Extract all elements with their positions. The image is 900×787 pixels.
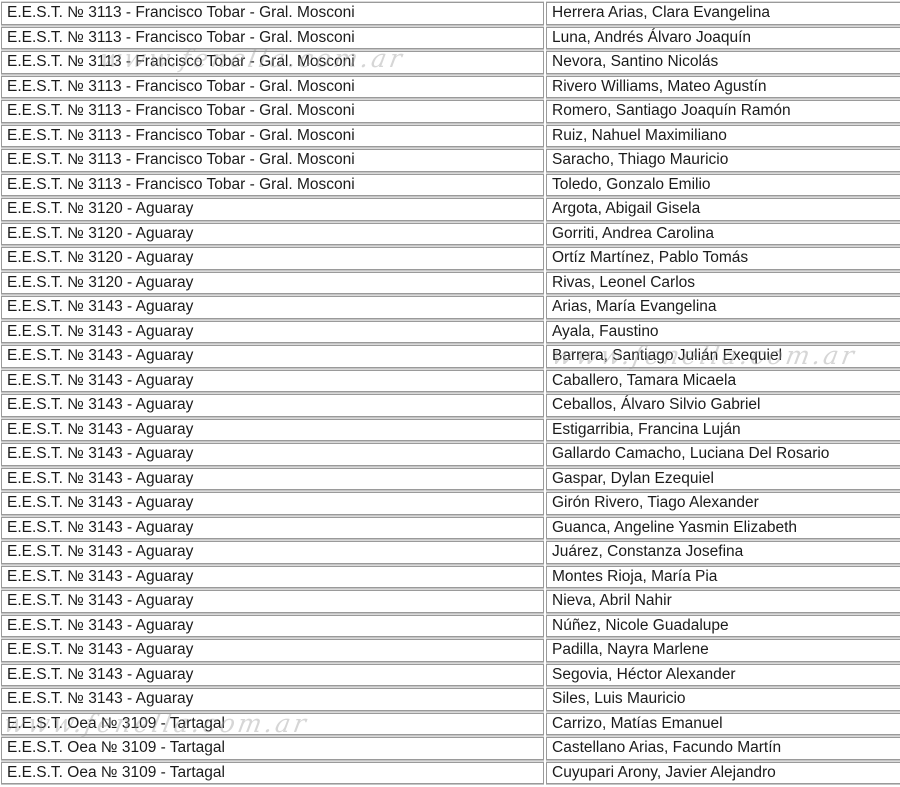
school-cell: E.E.S.T. № 3120 - Aguaray: [1, 198, 544, 221]
table-row: E.E.S.T. № 3143 - Aguaray Girón Rivero, …: [1, 492, 900, 515]
table-row: E.E.S.T. № 3143 - Aguaray Padilla, Nayra…: [1, 639, 900, 662]
table-row: E.E.S.T. Oea № 3109 - Tartagal Cuyupari …: [1, 761, 900, 784]
table-row: E.E.S.T. № 3143 - Aguaray Arias, María E…: [1, 296, 900, 319]
table-row: E.E.S.T. № 3113 - Francisco Tobar - Gral…: [1, 75, 900, 98]
student-cell: Luna, Andrés Álvaro Joaquín: [546, 26, 900, 49]
school-cell: E.E.S.T. № 3143 - Aguaray: [1, 565, 544, 588]
table-row: E.E.S.T. № 3113 - Francisco Tobar - Gral…: [1, 51, 900, 74]
table-row: E.E.S.T. № 3113 - Francisco Tobar - Gral…: [1, 100, 900, 123]
table-row: E.E.S.T. Oea № 3109 - Tartagal Carrizo, …: [1, 712, 900, 735]
table-row: E.E.S.T. № 3120 - Aguaray Rivas, Leonel …: [1, 271, 900, 294]
student-cell: Guanca, Angeline Yasmin Elizabeth: [546, 516, 900, 539]
student-cell: Ruiz, Nahuel Maximiliano: [546, 124, 900, 147]
school-cell: E.E.S.T. Oea № 3109 - Tartagal: [1, 712, 544, 735]
school-cell: E.E.S.T. № 3113 - Francisco Tobar - Gral…: [1, 26, 544, 49]
table-row: E.E.S.T. № 3143 - Aguaray Gallardo Camac…: [1, 443, 900, 466]
student-cell: Castellano Arias, Facundo Martín: [546, 737, 900, 760]
table-row: E.E.S.T. № 3143 - Aguaray Ceballos, Álva…: [1, 394, 900, 417]
student-cell: Argota, Abigail Gisela: [546, 198, 900, 221]
student-cell: Saracho, Thiago Mauricio: [546, 149, 900, 172]
table-row: E.E.S.T. № 3143 - Aguaray Estigarribia, …: [1, 418, 900, 441]
table-row: E.E.S.T. № 3120 - Aguaray Gorriti, Andre…: [1, 222, 900, 245]
table-row: E.E.S.T. № 3143 - Aguaray Montes Rioja, …: [1, 565, 900, 588]
student-cell: Rivas, Leonel Carlos: [546, 271, 900, 294]
table-row: E.E.S.T. № 3113 - Francisco Tobar - Gral…: [1, 26, 900, 49]
school-cell: E.E.S.T. № 3143 - Aguaray: [1, 590, 544, 613]
table-row: E.E.S.T. Oea № 3109 - Tartagal Castellan…: [1, 737, 900, 760]
school-cell: E.E.S.T. № 3143 - Aguaray: [1, 467, 544, 490]
school-cell: E.E.S.T. № 3143 - Aguaray: [1, 492, 544, 515]
student-cell: Herrera Arias, Clara Evangelina: [546, 2, 900, 25]
student-cell: Núñez, Nicole Guadalupe: [546, 614, 900, 637]
school-cell: E.E.S.T. № 3113 - Francisco Tobar - Gral…: [1, 51, 544, 74]
school-cell: E.E.S.T. № 3120 - Aguaray: [1, 222, 544, 245]
school-cell: E.E.S.T. Oea № 3109 - Tartagal: [1, 737, 544, 760]
school-cell: E.E.S.T. № 3120 - Aguaray: [1, 271, 544, 294]
school-cell: E.E.S.T. № 3143 - Aguaray: [1, 614, 544, 637]
school-cell: E.E.S.T. № 3113 - Francisco Tobar - Gral…: [1, 2, 544, 25]
table-row: E.E.S.T. № 3113 - Francisco Tobar - Gral…: [1, 173, 900, 196]
student-cell: Carrizo, Matías Emanuel: [546, 712, 900, 735]
table-row: E.E.S.T. № 3143 - Aguaray Siles, Luis Ma…: [1, 688, 900, 711]
student-cell: Estigarribia, Francina Luján: [546, 418, 900, 441]
table-row: E.E.S.T. № 3143 - Aguaray Ayala, Faustin…: [1, 320, 900, 343]
school-cell: E.E.S.T. № 3143 - Aguaray: [1, 663, 544, 686]
student-cell: Romero, Santiago Joaquín Ramón: [546, 100, 900, 123]
school-cell: E.E.S.T. № 3143 - Aguaray: [1, 516, 544, 539]
school-cell: E.E.S.T. № 3143 - Aguaray: [1, 345, 544, 368]
school-cell: E.E.S.T. № 3113 - Francisco Tobar - Gral…: [1, 75, 544, 98]
student-cell: Ceballos, Álvaro Silvio Gabriel: [546, 394, 900, 417]
school-cell: E.E.S.T. № 3143 - Aguaray: [1, 394, 544, 417]
school-cell: E.E.S.T. № 3143 - Aguaray: [1, 418, 544, 441]
student-cell: Montes Rioja, María Pia: [546, 565, 900, 588]
table-row: E.E.S.T. № 3143 - Aguaray Juárez, Consta…: [1, 541, 900, 564]
table-row: E.E.S.T. № 3143 - Aguaray Núñez, Nicole …: [1, 614, 900, 637]
student-cell: Rivero Williams, Mateo Agustín: [546, 75, 900, 98]
student-cell: Barrera, Santiago Julián Exequiel: [546, 345, 900, 368]
school-cell: E.E.S.T. № 3143 - Aguaray: [1, 541, 544, 564]
table-row: E.E.S.T. № 3113 - Francisco Tobar - Gral…: [1, 149, 900, 172]
school-cell: E.E.S.T. № 3143 - Aguaray: [1, 443, 544, 466]
table-row: E.E.S.T. № 3143 - Aguaray Barrera, Santi…: [1, 345, 900, 368]
table-row: E.E.S.T. № 3143 - Aguaray Guanca, Angeli…: [1, 516, 900, 539]
student-cell: Ortíz Martínez, Pablo Tomás: [546, 247, 900, 270]
student-cell: Padilla, Nayra Marlene: [546, 639, 900, 662]
student-cell: Gallardo Camacho, Luciana Del Rosario: [546, 443, 900, 466]
school-cell: E.E.S.T. № 3143 - Aguaray: [1, 296, 544, 319]
student-cell: Nevora, Santino Nicolás: [546, 51, 900, 74]
student-cell: Girón Rivero, Tiago Alexander: [546, 492, 900, 515]
school-cell: E.E.S.T. № 3113 - Francisco Tobar - Gral…: [1, 149, 544, 172]
table-row: E.E.S.T. № 3113 - Francisco Tobar - Gral…: [1, 124, 900, 147]
table-row: E.E.S.T. № 3113 - Francisco Tobar - Gral…: [1, 2, 900, 25]
student-cell: Gaspar, Dylan Ezequiel: [546, 467, 900, 490]
table-row: E.E.S.T. № 3143 - Aguaray Nieva, Abril N…: [1, 590, 900, 613]
student-cell: Cuyupari Arony, Javier Alejandro: [546, 761, 900, 784]
school-cell: E.E.S.T. № 3143 - Aguaray: [1, 320, 544, 343]
student-cell: Nieva, Abril Nahir: [546, 590, 900, 613]
school-cell: E.E.S.T. Oea № 3109 - Tartagal: [1, 761, 544, 784]
school-cell: E.E.S.T. № 3143 - Aguaray: [1, 639, 544, 662]
student-cell: Siles, Luis Mauricio: [546, 688, 900, 711]
student-cell: Ayala, Faustino: [546, 320, 900, 343]
table-row: E.E.S.T. № 3120 - Aguaray Ortíz Martínez…: [1, 247, 900, 270]
table-row: E.E.S.T. № 3143 - Aguaray Segovia, Hécto…: [1, 663, 900, 686]
student-cell: Arias, María Evangelina: [546, 296, 900, 319]
student-cell: Juárez, Constanza Josefina: [546, 541, 900, 564]
student-cell: Segovia, Héctor Alexander: [546, 663, 900, 686]
student-cell: Caballero, Tamara Micaela: [546, 369, 900, 392]
student-cell: Toledo, Gonzalo Emilio: [546, 173, 900, 196]
school-cell: E.E.S.T. № 3113 - Francisco Tobar - Gral…: [1, 100, 544, 123]
school-cell: E.E.S.T. № 3113 - Francisco Tobar - Gral…: [1, 173, 544, 196]
school-cell: E.E.S.T. № 3120 - Aguaray: [1, 247, 544, 270]
student-cell: Gorriti, Andrea Carolina: [546, 222, 900, 245]
school-cell: E.E.S.T. № 3113 - Francisco Tobar - Gral…: [1, 124, 544, 147]
school-cell: E.E.S.T. № 3143 - Aguaray: [1, 688, 544, 711]
table-row: E.E.S.T. № 3143 - Aguaray Caballero, Tam…: [1, 369, 900, 392]
table-row: E.E.S.T. № 3120 - Aguaray Argota, Abigai…: [1, 198, 900, 221]
table-row: E.E.S.T. № 3143 - Aguaray Gaspar, Dylan …: [1, 467, 900, 490]
school-cell: E.E.S.T. № 3143 - Aguaray: [1, 369, 544, 392]
